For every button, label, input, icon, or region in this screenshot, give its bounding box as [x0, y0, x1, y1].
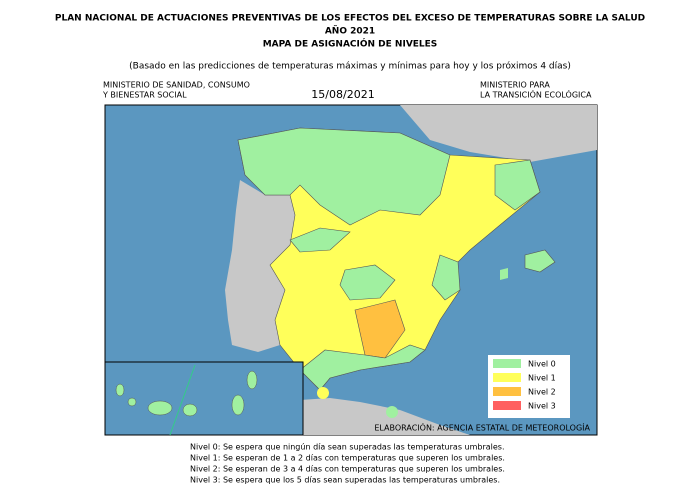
legend-label: Nivel 0 [528, 360, 556, 369]
ministry-left: Y BIENESTAR SOCIAL [102, 91, 187, 100]
map: Nivel 0 Nivel 1 Nivel 2 Nivel 3 ELABORACIÓN… [104, 104, 598, 436]
title: AÑO 2021 [325, 26, 375, 37]
subtitle: (Basado en las predicciones de temperatu… [129, 61, 571, 72]
north-level0 [237, 127, 451, 226]
melilla [386, 406, 398, 418]
catalonia-level0 [494, 159, 541, 211]
france [400, 105, 597, 162]
legend-items: Nivel 0 Nivel 1 Nivel 2 Nivel 3 [493, 359, 556, 411]
ciudadreal-level0 [339, 264, 396, 301]
inset-line [169, 364, 196, 436]
center-level0 [289, 227, 351, 253]
note: Nivel 1: Se esperan de 1 a 2 días con te… [190, 454, 505, 463]
note: Nivel 2: Se esperan de 3 a 4 días con te… [190, 465, 505, 474]
south-level0 [299, 344, 426, 391]
legend-label: Nivel 3 [528, 402, 556, 411]
africa [280, 398, 470, 435]
canary-islands [115, 370, 258, 417]
ministry-right: MINISTERIO PARA [480, 81, 550, 90]
legend-swatch [493, 387, 521, 396]
jaen-granada-level2 [354, 299, 406, 359]
ceuta [317, 387, 329, 399]
legend-swatch [493, 373, 521, 382]
note: Nivel 0: Se espera que ningún día sean s… [190, 443, 505, 452]
legend-swatch [493, 401, 521, 410]
title: MAPA DE ASIGNACIÓN DE NIVELES [263, 38, 438, 50]
date: 15/08/2021 [311, 88, 374, 101]
canary-inset [104, 361, 304, 436]
credit: ELABORACIÓN: AGENCIA ESTATAL DE METEOROL… [374, 422, 590, 433]
legend-label: Nivel 2 [528, 388, 556, 397]
legend-swatch [493, 359, 521, 368]
ministry-right: LA TRANSICIÓN ECOLÓGICA [480, 89, 592, 100]
note: Nivel 3: Se espera que los 5 días sean s… [190, 476, 500, 485]
balearic [500, 268, 508, 280]
notes: Nivel 0: Se espera que ningún día sean s… [190, 443, 505, 485]
balearic [524, 249, 556, 273]
portugal [225, 180, 295, 352]
title: PLAN NACIONAL DE ACTUACIONES PREVENTIVAS… [55, 14, 645, 24]
ministry-left: MINISTERIO DE SANIDAD, CONSUMO [103, 81, 250, 90]
legend-label: Nivel 1 [528, 374, 556, 383]
valencia-level0 [431, 254, 461, 301]
